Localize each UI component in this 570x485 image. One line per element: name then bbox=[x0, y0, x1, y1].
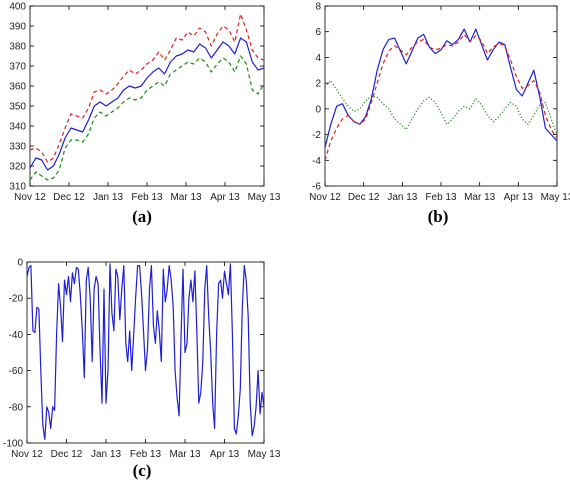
y-tick-label: 0 bbox=[315, 104, 321, 115]
plot-area bbox=[324, 5, 558, 187]
y-tick-label: -4 bbox=[312, 156, 321, 167]
x-tick-label: Nov 12 bbox=[11, 449, 43, 460]
x-tick-label: Apr 13 bbox=[210, 449, 240, 460]
x-tick-label: Apr 13 bbox=[210, 192, 240, 203]
y-tick-label: 8 bbox=[315, 2, 321, 13]
x-tick-label: Nov 12 bbox=[309, 192, 341, 203]
series-line bbox=[29, 37, 265, 171]
panel-label: (a) bbox=[132, 207, 152, 226]
panel-b: -6 -4 -2 0 2 4 6 8 Nov 12 Dec 12 Jan 13 Feb 13 Mar … bbox=[309, 2, 570, 227]
x-axis: Nov 12 Dec 12 Jan 13 Feb 13 Mar 13 Apr 13 May … bbox=[309, 6, 570, 203]
y-tick-label: -20 bbox=[9, 294, 24, 305]
y-tick-label: 400 bbox=[9, 2, 26, 13]
x-tick-label: May 13 bbox=[541, 192, 570, 203]
y-tick-label: -80 bbox=[9, 402, 24, 413]
y-axis: -6 -4 -2 0 2 4 6 8 bbox=[312, 2, 557, 193]
x-tick-label: Feb 13 bbox=[425, 192, 457, 203]
x-tick-label: Dec 12 bbox=[51, 449, 83, 460]
y-tick-label: 340 bbox=[9, 122, 26, 133]
y-tick-label: 330 bbox=[9, 142, 26, 153]
x-axis: Nov 12 Dec 12 Jan 13 Feb 13 Mar 13 Apr 13 May … bbox=[14, 6, 281, 203]
x-tick-label: Feb 13 bbox=[130, 449, 162, 460]
y-tick-label: 2 bbox=[315, 79, 321, 90]
x-tick-label: Jan 13 bbox=[93, 192, 123, 203]
x-tick-label: Feb 13 bbox=[131, 192, 163, 203]
x-tick-label: Mar 13 bbox=[169, 449, 201, 460]
y-tick-label: 4 bbox=[315, 53, 321, 64]
series-group bbox=[29, 13, 265, 181]
plot-area bbox=[29, 5, 265, 187]
y-tick-label: 350 bbox=[9, 102, 26, 113]
y-tick-label: 6 bbox=[315, 27, 321, 38]
panel-label: (b) bbox=[428, 207, 449, 226]
series-line bbox=[324, 33, 558, 161]
x-tick-label: Jan 13 bbox=[387, 192, 417, 203]
x-tick-label: Mar 13 bbox=[170, 192, 202, 203]
x-tick-label: Apr 13 bbox=[504, 192, 534, 203]
x-tick-label: Mar 13 bbox=[464, 192, 496, 203]
y-axis: -100 -80 -60 -40 -20 0 bbox=[3, 258, 264, 450]
series-line bbox=[324, 28, 558, 148]
x-tick-label: Dec 12 bbox=[348, 192, 380, 203]
panel-c: -100 -80 -60 -40 -20 0 Nov 12 Dec 12 Jan 13 Feb … bbox=[3, 258, 281, 481]
x-tick-label: Nov 12 bbox=[14, 192, 46, 203]
series-line bbox=[26, 263, 265, 440]
y-tick-label: 370 bbox=[9, 62, 26, 73]
y-tick-label: 320 bbox=[9, 162, 26, 173]
x-tick-label: May 13 bbox=[248, 449, 281, 460]
series-line bbox=[29, 13, 265, 163]
y-tick-label: 360 bbox=[9, 82, 26, 93]
y-tick-label: -6 bbox=[312, 182, 321, 193]
x-tick-label: May 13 bbox=[248, 192, 281, 203]
y-tick-label: -2 bbox=[312, 130, 321, 141]
series-group bbox=[324, 28, 558, 161]
series-line bbox=[29, 55, 265, 181]
x-tick-label: Dec 12 bbox=[53, 192, 85, 203]
y-tick-label: -60 bbox=[9, 366, 24, 377]
y-tick-label: 0 bbox=[17, 258, 23, 269]
panel-label: (c) bbox=[133, 461, 152, 480]
x-tick-label: Jan 13 bbox=[91, 449, 121, 460]
y-axis: 310 320 330 340 350 360 370 380 390 400 bbox=[9, 2, 264, 193]
y-tick-label: -40 bbox=[9, 330, 24, 341]
y-tick-label: 390 bbox=[9, 22, 26, 33]
y-tick-label: -100 bbox=[3, 439, 23, 450]
y-tick-label: 310 bbox=[9, 182, 26, 193]
x-axis: Nov 12 Dec 12 Jan 13 Feb 13 Mar 13 Apr 13 May … bbox=[11, 262, 281, 460]
series-group bbox=[26, 263, 265, 440]
y-tick-label: 380 bbox=[9, 42, 26, 53]
panel-a: 310 320 330 340 350 360 370 380 390 400 Nov 12 Dec… bbox=[9, 2, 281, 227]
